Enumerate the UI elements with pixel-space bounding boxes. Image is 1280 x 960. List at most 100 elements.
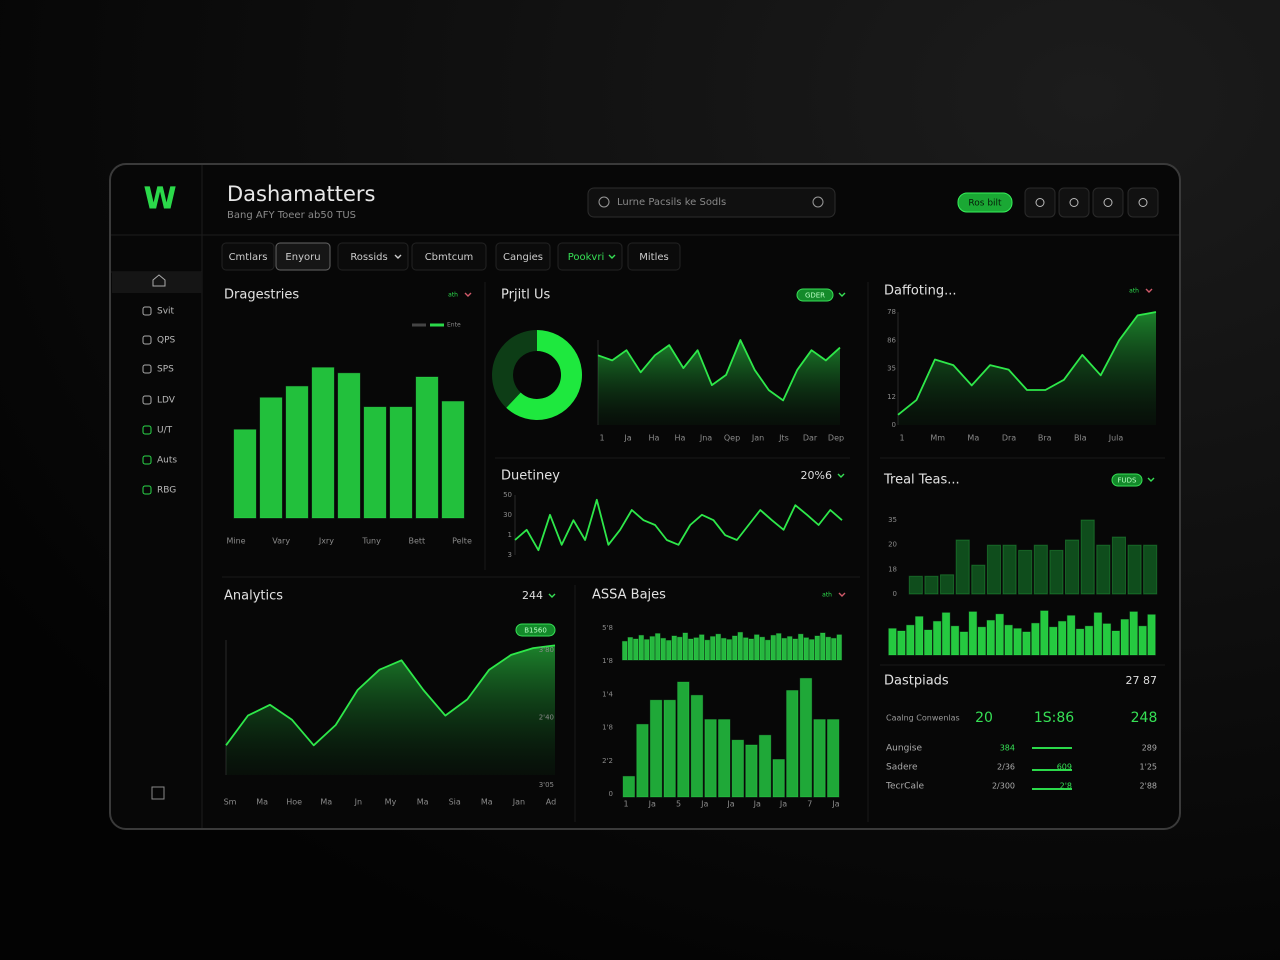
- bar: [1066, 615, 1076, 656]
- bar: [654, 633, 661, 661]
- tab-label[interactable]: Pookvri: [568, 252, 605, 263]
- bar: [632, 638, 639, 661]
- bar: [660, 637, 667, 661]
- y-label: 2'2: [602, 757, 613, 765]
- x-label: Ma: [481, 798, 493, 807]
- bar: [627, 637, 634, 661]
- nav-icon[interactable]: [142, 335, 152, 345]
- bar: [888, 628, 897, 656]
- bar: [1129, 611, 1138, 656]
- nav-icon[interactable]: [142, 455, 152, 465]
- y-label: 18: [888, 565, 897, 573]
- panel-title: Duetiney: [501, 469, 560, 484]
- bar: [742, 637, 749, 661]
- nav-label[interactable]: Auts: [157, 456, 177, 466]
- tab[interactable]: [627, 242, 681, 271]
- chevron: [838, 592, 846, 597]
- bar: [1040, 610, 1049, 656]
- bar: [1018, 549, 1033, 595]
- nav-label[interactable]: QPS: [157, 336, 176, 346]
- nav-label[interactable]: RBG: [157, 486, 176, 496]
- bar: [233, 429, 257, 519]
- icon-button[interactable]: [1092, 187, 1124, 218]
- tab[interactable]: [337, 242, 409, 271]
- table-head-value: 248: [1131, 710, 1158, 726]
- y-label: 0: [892, 421, 896, 429]
- nav-label[interactable]: U/T: [157, 426, 173, 436]
- bar: [950, 625, 960, 656]
- y-label: 2'40: [539, 714, 554, 722]
- bar: [825, 636, 832, 661]
- bar: [1033, 544, 1048, 595]
- bar: [792, 638, 799, 661]
- icon: [1035, 198, 1045, 207]
- panel-badge: ath: [448, 292, 458, 299]
- bar: [663, 699, 676, 798]
- bar: [337, 372, 361, 519]
- tab[interactable]: [221, 242, 275, 271]
- area: [598, 340, 840, 425]
- nav-label[interactable]: Svit: [157, 307, 175, 317]
- tab-label[interactable]: Mitles: [639, 252, 668, 263]
- chevron: [1147, 477, 1155, 482]
- nav-label[interactable]: LDV: [157, 396, 176, 406]
- tab[interactable]: [495, 242, 551, 271]
- nav-icon[interactable]: [142, 395, 152, 405]
- home-icon[interactable]: [152, 274, 166, 287]
- nav-icon[interactable]: [142, 306, 152, 316]
- tab-label[interactable]: Rossids: [350, 252, 387, 263]
- chevron: [548, 593, 556, 598]
- bar: [986, 619, 995, 656]
- x-label: Bra: [1038, 434, 1052, 443]
- tab[interactable]: [275, 242, 331, 271]
- bar: [759, 636, 766, 661]
- icon: [1138, 198, 1148, 207]
- x-label: Mm: [930, 434, 945, 443]
- bar: [1057, 620, 1067, 656]
- nav-label[interactable]: SPS: [157, 365, 174, 375]
- x-label: Sia: [449, 798, 461, 807]
- search-box[interactable]: [587, 187, 836, 218]
- bar: [781, 637, 788, 661]
- primary-button[interactable]: [957, 192, 1013, 213]
- bar: [665, 640, 672, 661]
- y-label: 78: [887, 308, 896, 316]
- tab-label[interactable]: Cmtlars: [229, 252, 268, 263]
- bar: [1084, 625, 1094, 656]
- bar: [906, 624, 915, 656]
- icon-button[interactable]: [1058, 187, 1090, 218]
- tab-label[interactable]: Enyoru: [285, 252, 320, 263]
- nav-active: [112, 272, 202, 293]
- chevron: [838, 292, 846, 297]
- bar: [786, 636, 793, 661]
- tab[interactable]: [557, 242, 623, 271]
- bar: [389, 406, 413, 519]
- panel-title: Daffoting...: [884, 284, 956, 299]
- bar: [1049, 549, 1064, 595]
- bar: [682, 632, 689, 661]
- bar: [1127, 544, 1142, 595]
- bar: [1080, 519, 1095, 595]
- bar: [977, 626, 987, 656]
- nav-icon[interactable]: [142, 364, 152, 374]
- tab-label[interactable]: Cbmtcum: [425, 252, 474, 263]
- nav-icon[interactable]: [142, 425, 152, 435]
- row-value: 609: [1057, 763, 1072, 772]
- nav-icon[interactable]: [142, 485, 152, 495]
- bar: [908, 575, 923, 595]
- icon-button[interactable]: [1024, 187, 1056, 218]
- tab-label[interactable]: Cangies: [503, 252, 543, 263]
- table-head-value: 20: [975, 710, 993, 726]
- bar: [995, 613, 1004, 656]
- tab[interactable]: [411, 242, 487, 271]
- settings-icon[interactable]: [151, 786, 165, 800]
- bar: [1147, 614, 1156, 656]
- bar: [704, 719, 717, 798]
- icon-button[interactable]: [1127, 187, 1159, 218]
- bar: [955, 539, 970, 595]
- x-label: Jna: [699, 434, 712, 443]
- logo: W: [143, 182, 176, 217]
- x-label: Ha: [675, 434, 686, 443]
- area: [226, 645, 555, 775]
- y-label: 1'4: [602, 690, 613, 698]
